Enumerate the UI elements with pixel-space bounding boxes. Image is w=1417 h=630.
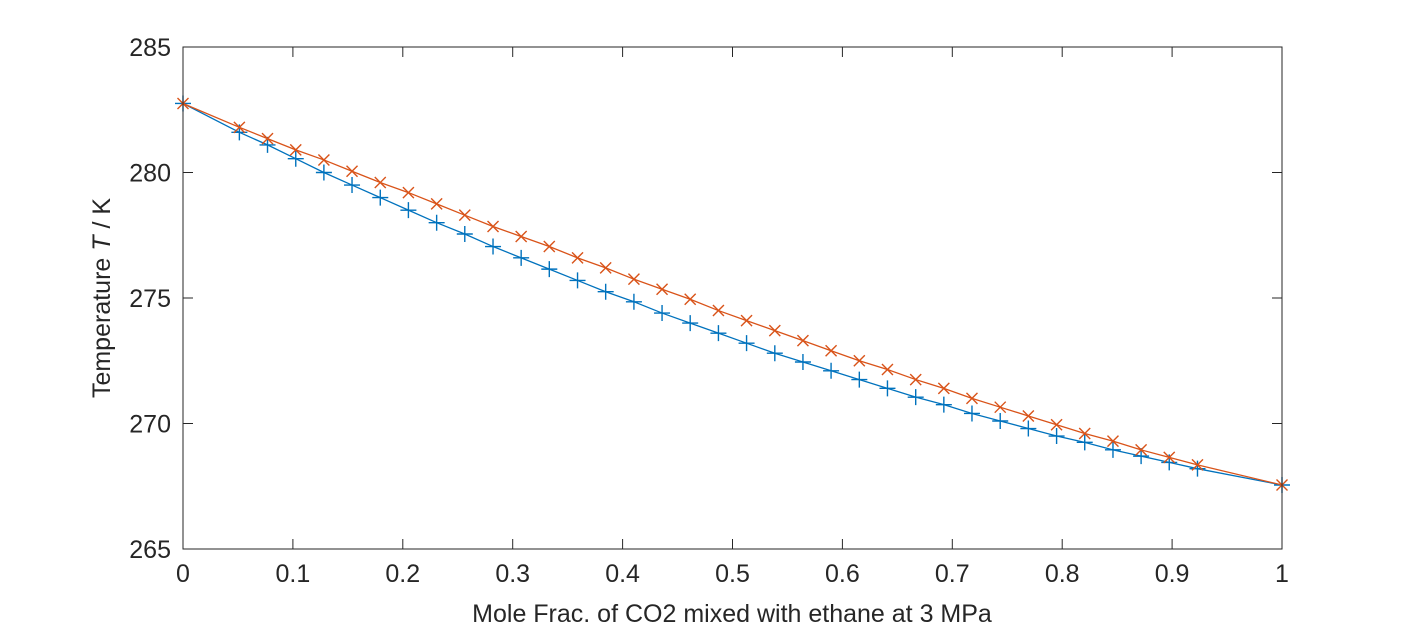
data-point-marker <box>625 293 642 310</box>
data-point-marker <box>571 251 584 264</box>
data-point-marker <box>430 197 443 210</box>
data-point-marker <box>825 344 838 357</box>
x-axis-label: Mole Frac. of CO2 mixed with ethane at 3… <box>472 600 992 628</box>
data-point-marker <box>346 165 359 178</box>
data-point-marker <box>992 412 1009 429</box>
data-point-marker <box>796 334 809 347</box>
x-tick-label: 0.7 <box>935 560 970 588</box>
data-point-marker <box>1135 443 1148 456</box>
data-point-marker <box>627 273 640 286</box>
data-point-marker <box>289 143 302 156</box>
data-point-marker <box>712 304 725 317</box>
data-point-marker <box>1191 458 1204 471</box>
x-tick-label: 0.9 <box>1155 560 1190 588</box>
data-point-marker <box>1163 451 1176 464</box>
data-point-marker <box>597 283 614 300</box>
data-point-marker <box>1020 420 1037 437</box>
data-point-marker <box>740 314 753 327</box>
data-point-marker <box>710 325 727 342</box>
data-point-marker <box>400 202 417 219</box>
data-point-marker <box>684 293 697 306</box>
data-point-marker <box>935 396 952 413</box>
x-axis-ticks: 0 0.1 0.2 0.3 0.4 0.5 0.6 0.7 0.8 0.9 1 <box>176 47 1289 588</box>
y-axis-label-prefix: Temperature <box>88 251 116 398</box>
data-point-marker <box>428 214 445 231</box>
x-tick-label: 0 <box>176 560 190 588</box>
data-point-marker <box>656 283 669 296</box>
x-tick-label: 0.8 <box>1045 560 1080 588</box>
data-point-marker <box>315 164 332 181</box>
data-point-marker <box>853 354 866 367</box>
data-point-marker <box>879 380 896 397</box>
data-point-marker <box>372 189 389 206</box>
x-tick-label: 0.6 <box>825 560 860 588</box>
data-point-marker <box>541 261 558 278</box>
data-point-marker <box>515 230 528 243</box>
data-point-marker <box>881 363 894 376</box>
data-point-marker <box>261 132 274 145</box>
data-point-marker <box>909 373 922 386</box>
data-point-marker <box>1022 409 1035 422</box>
data-point-marker <box>513 249 530 266</box>
x-tick-label: 0.3 <box>495 560 530 588</box>
data-point-marker <box>1104 441 1121 458</box>
data-point-marker <box>768 324 781 337</box>
data-point-marker <box>1189 460 1206 477</box>
y-tick-label: 285 <box>129 34 171 62</box>
y-tick-label: 265 <box>129 536 171 564</box>
x-tick-label: 0.2 <box>385 560 420 588</box>
data-point-marker <box>1048 428 1065 445</box>
data-point-marker <box>599 261 612 274</box>
data-point-marker <box>458 209 471 222</box>
data-point-marker <box>907 389 924 406</box>
y-axis-ticks: 265 270 275 280 285 <box>129 34 1282 564</box>
y-tick-label: 275 <box>129 285 171 313</box>
data-point-marker <box>543 240 556 253</box>
data-point-marker <box>317 153 330 166</box>
data-point-marker <box>1076 434 1093 451</box>
data-point-marker <box>823 362 840 379</box>
data-point-marker <box>851 371 868 388</box>
data-point-marker <box>1050 418 1063 431</box>
data-point-marker <box>654 305 671 322</box>
y-axis-label-suffix: / K <box>88 198 116 236</box>
data-point-marker <box>287 150 304 167</box>
data-point-marker <box>374 176 387 189</box>
data-point-marker <box>487 220 500 233</box>
data-point-marker <box>965 392 978 405</box>
y-axis-label: Temperature T / K <box>88 198 116 398</box>
data-point-marker <box>569 272 586 289</box>
data-point-marker <box>994 401 1007 414</box>
data-point-marker <box>682 315 699 332</box>
data-point-marker <box>456 225 473 242</box>
data-point-marker <box>485 238 502 255</box>
data-point-marker <box>1078 427 1091 440</box>
x-tick-label: 0.1 <box>276 560 311 588</box>
data-point-marker <box>1106 435 1119 448</box>
data-point-marker <box>963 405 980 422</box>
data-point-marker <box>233 121 246 134</box>
x-tick-label: 0.4 <box>605 560 640 588</box>
data-point-marker <box>766 345 783 362</box>
data-point-marker <box>937 382 950 395</box>
data-point-marker <box>794 354 811 371</box>
y-tick-label: 270 <box>129 411 171 439</box>
data-point-marker <box>738 335 755 352</box>
y-axis-label-symbol: T <box>88 234 116 251</box>
plot-area <box>183 47 1282 549</box>
y-tick-label: 280 <box>129 160 171 188</box>
data-point-marker <box>402 186 415 199</box>
x-tick-label: 1 <box>1275 560 1289 588</box>
data-point-marker <box>344 177 361 194</box>
x-tick-label: 0.5 <box>715 560 750 588</box>
